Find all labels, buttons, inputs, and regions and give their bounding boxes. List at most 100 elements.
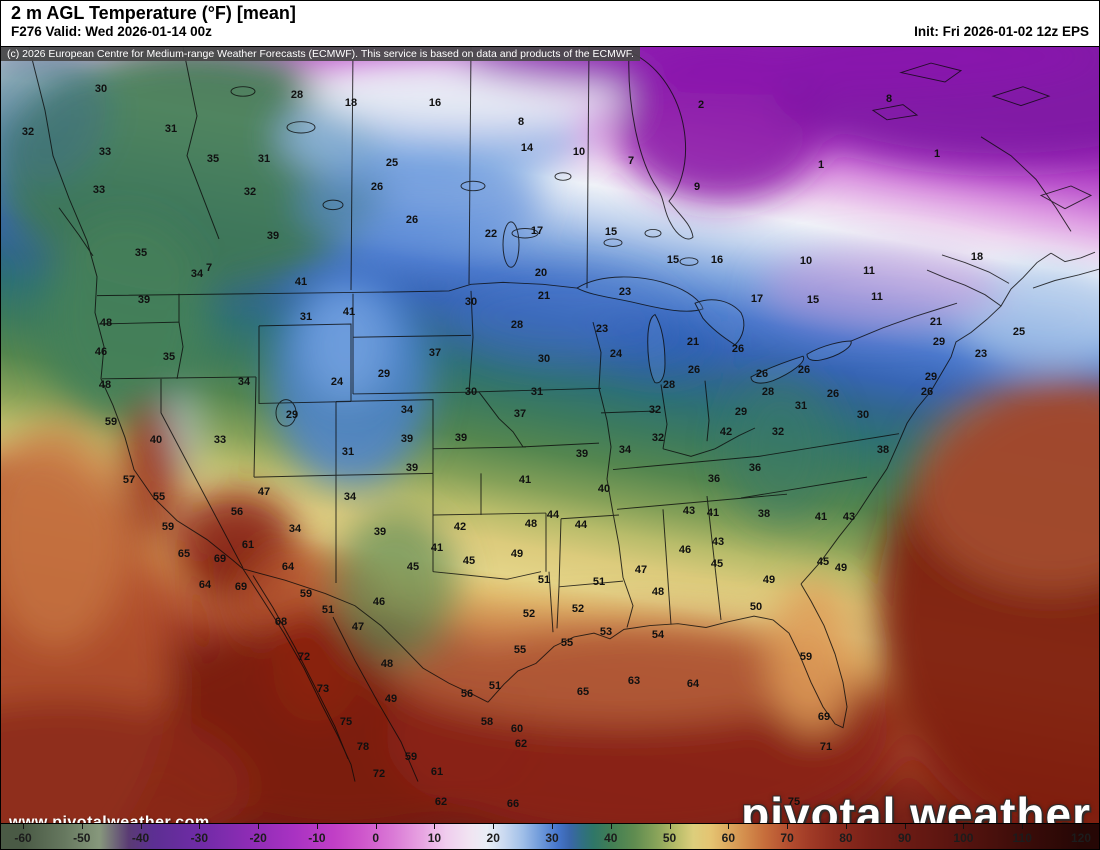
colorbar-tick-label: 60	[721, 830, 736, 845]
temp-label: 11	[863, 265, 875, 277]
temp-label: 41	[342, 306, 356, 318]
temp-label: 25	[385, 157, 399, 169]
temp-label: 43	[842, 511, 856, 523]
temp-label: 34	[190, 268, 204, 280]
temp-label: 26	[920, 386, 934, 398]
temp-label: 48	[380, 658, 394, 670]
temp-label: 41	[430, 542, 444, 554]
temp-label: 55	[513, 644, 527, 656]
colorbar-tick-mark	[1022, 824, 1024, 829]
colorbar-tick-mark	[258, 824, 260, 829]
temp-label: 57	[122, 474, 136, 486]
temp-label: 51	[537, 574, 551, 586]
temp-label: 69	[817, 711, 831, 723]
temp-label: 48	[524, 518, 538, 530]
temp-label: 59	[404, 751, 418, 763]
temp-label: 21	[929, 316, 943, 328]
temp-label: 68	[274, 616, 288, 628]
temp-label: 64	[281, 561, 295, 573]
temperature-labels-layer: 30 28 18 16 2 8 32 31 33 35 31 25 8 14 10 7 1 1 33 32 26 9 39 2…	[1, 47, 1099, 825]
temp-label: 41	[814, 511, 828, 523]
temp-label: 62	[434, 796, 448, 808]
temp-label: 45	[406, 561, 420, 573]
temp-label: 61	[241, 539, 255, 551]
temp-label: 40	[597, 483, 611, 495]
temp-label: 29	[285, 409, 299, 421]
temp-label: 31	[257, 153, 271, 165]
colorbar: -60 -50 -40 -30 -20 -10 0 10 20 30 40 50 60 70 80 90 100…	[1, 823, 1099, 849]
temp-label: 72	[372, 768, 386, 780]
map-canvas: (c) 2026 European Centre for Medium-rang…	[1, 46, 1099, 837]
temp-label: 49	[510, 548, 524, 560]
temp-label: 32	[243, 186, 257, 198]
temp-label: 30	[856, 409, 870, 421]
temp-label: 39	[266, 230, 280, 242]
temp-label: 51	[488, 680, 502, 692]
temp-label: 45	[816, 556, 830, 568]
temp-label: 50	[749, 601, 763, 613]
colorbar-tick-label: 120	[1070, 830, 1092, 845]
temp-label: 8	[885, 93, 893, 105]
temp-label: 54	[651, 629, 665, 641]
colorbar-tick-label: -10	[308, 830, 326, 845]
temp-label: 47	[351, 621, 365, 633]
colorbar-tick-label: -40	[131, 830, 150, 845]
temp-label: 56	[230, 506, 244, 518]
temp-label: 40	[149, 434, 163, 446]
colorbar-tick-mark	[434, 824, 436, 829]
temp-label: 32	[771, 426, 785, 438]
temp-label: 39	[405, 462, 419, 474]
temp-label: 24	[330, 376, 344, 388]
colorbar-tick-mark	[728, 824, 730, 829]
temp-label: 41	[518, 474, 532, 486]
colorbar-tick-label: -50	[73, 830, 91, 845]
temperature-anomaly-blobs	[1, 47, 1099, 826]
temp-label: 39	[400, 433, 414, 445]
colorbar-tick-label: -30	[190, 830, 208, 845]
temp-label: 65	[576, 686, 590, 698]
temp-label: 31	[794, 400, 808, 412]
temp-label: 39	[454, 432, 468, 444]
temp-label: 32	[648, 404, 662, 416]
colorbar-tick-mark	[787, 824, 789, 829]
temp-label: 24	[609, 348, 623, 360]
temp-label: 15	[604, 226, 618, 238]
temp-label: 60	[510, 723, 524, 735]
colorbar-tick-mark	[552, 824, 553, 829]
temp-label: 7	[205, 262, 213, 274]
temp-label: 26	[405, 214, 419, 226]
temp-label: 47	[634, 564, 648, 576]
temp-label: 25	[1012, 326, 1026, 338]
temp-label: 30	[537, 353, 551, 365]
temp-label: 33	[92, 184, 106, 196]
temp-label: 33	[98, 146, 112, 158]
temp-label: 36	[707, 473, 721, 485]
temp-label: 58	[480, 716, 494, 728]
temp-label: 56	[460, 688, 474, 700]
temp-label: 46	[678, 544, 692, 556]
temp-label: 59	[299, 588, 313, 600]
temp-label: 65	[177, 548, 191, 560]
temp-label: 29	[377, 368, 391, 380]
temp-label: 23	[974, 348, 988, 360]
temp-label: 44	[574, 519, 588, 531]
temp-label: 36	[748, 462, 762, 474]
temp-label: 49	[762, 574, 776, 586]
colorbar-tick-mark	[23, 824, 24, 829]
temp-label: 26	[370, 181, 384, 193]
temperature-field	[1, 47, 1099, 826]
temp-label: 52	[571, 603, 585, 615]
temp-label: 10	[572, 146, 586, 158]
init-time-label: Init: Fri 2026-01-02 12z EPS	[914, 24, 1089, 39]
temp-label: 1	[817, 159, 825, 171]
temp-label: 39	[575, 448, 589, 460]
temp-label: 46	[372, 596, 386, 608]
temp-label: 17	[530, 225, 544, 237]
colorbar-tick-label: 0	[372, 830, 379, 845]
colorbar-tick-mark	[1081, 824, 1082, 829]
temp-label: 34	[237, 376, 251, 388]
temp-label: 62	[514, 738, 528, 750]
temp-label: 14	[520, 142, 534, 154]
temp-label: 18	[970, 251, 984, 263]
